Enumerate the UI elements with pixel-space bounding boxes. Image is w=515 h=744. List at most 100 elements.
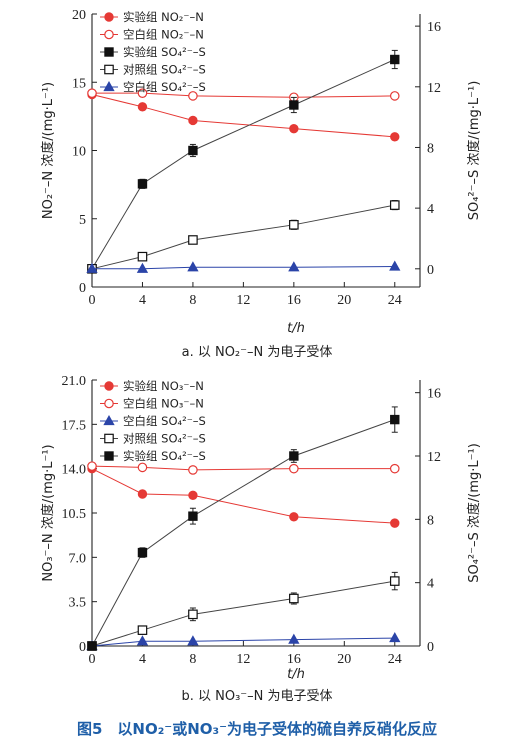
y-right-tick-label: 12 <box>427 450 441 465</box>
data-point <box>137 462 148 473</box>
legend-label: 空白组 NO₂⁻–N <box>123 28 204 42</box>
x-tick-label: 4 <box>139 652 146 667</box>
legend-marker <box>104 381 114 391</box>
series-4 <box>87 406 400 651</box>
y-right-tick-label: 4 <box>427 577 434 592</box>
series-0 <box>87 463 400 528</box>
y-left-tick-label: 0 <box>79 640 86 655</box>
panel-caption: a. 以 NO₂⁻–N 为电子受体 <box>182 345 333 360</box>
figure-caption: 图5 以NO₂⁻或NO₃⁻为电子受体的硫自养反硝化反应 <box>77 720 437 738</box>
data-point <box>289 451 299 461</box>
data-point <box>137 251 148 262</box>
legend-label: 对照组 SO₄²⁻–S <box>123 432 206 446</box>
legend-marker <box>104 29 114 40</box>
series-1 <box>87 88 400 103</box>
x-tick-label: 8 <box>189 293 196 308</box>
data-point <box>87 88 97 98</box>
data-point <box>86 262 98 273</box>
y-right-tick-label: 0 <box>427 263 434 278</box>
chart-panel-b: 0 4 8 12 16 20 24 0 3.5 7.0 10.5 14.0 17.5 21.0 0 4 8 12 1… <box>40 374 482 704</box>
y-left-tick-label: 21.0 <box>62 374 87 389</box>
data-point <box>188 490 198 500</box>
y-right-tick-label: 12 <box>427 81 441 96</box>
x-tick-label: 16 <box>287 293 301 308</box>
y-left-tick-label: 7.0 <box>69 551 87 566</box>
legend-marker <box>104 398 114 409</box>
legend-item: 实验组 NO₂⁻–N <box>100 10 204 24</box>
series-line <box>92 266 395 270</box>
y-left-tick-label: 0 <box>79 281 86 296</box>
data-point <box>289 100 299 110</box>
data-point <box>288 633 300 644</box>
data-point <box>188 609 198 620</box>
data-point <box>389 632 401 643</box>
x-tick-label: 16 <box>287 652 301 667</box>
legend-item: 空白组 NO₂⁻–N <box>100 28 204 42</box>
series-line <box>91 94 395 138</box>
legend-item: 实验组 SO₄²⁻–S <box>100 45 206 59</box>
data-point <box>137 179 148 189</box>
legend-item: 空白组 SO₄²⁻–S <box>100 80 206 94</box>
data-point <box>187 261 199 272</box>
y-left-tick-label: 3.5 <box>69 596 87 611</box>
data-point <box>389 200 400 210</box>
legend-label: 实验组 NO₂⁻–N <box>123 10 204 24</box>
legend-label: 空白组 SO₄²⁻–S <box>123 414 206 428</box>
legend-label: 实验组 SO₄²⁻–S <box>123 45 206 59</box>
data-point <box>188 235 198 245</box>
legend-item: 实验组 SO₄²⁻–S <box>100 449 206 463</box>
series-line <box>91 580 395 647</box>
chart-panel-a: 0 4 8 12 16 20 24 0 5 10 15 20 0 4 8 12 16 t/h NO₂⁻–N 浓度/(… <box>40 8 482 360</box>
legend-label: 空白组 NO₃⁻–N <box>123 397 204 411</box>
data-point <box>289 123 299 134</box>
legend-marker <box>103 414 115 426</box>
y-left-tick-label: 14.0 <box>62 463 87 478</box>
data-point <box>136 262 149 273</box>
y-right-tick-label: 16 <box>427 387 441 402</box>
series-line <box>91 204 395 270</box>
data-point <box>137 489 148 499</box>
legend-marker <box>103 80 115 92</box>
data-point <box>390 132 400 142</box>
x-tick-label: 12 <box>236 293 250 308</box>
series-line <box>91 465 395 471</box>
x-tick-label: 12 <box>236 652 250 667</box>
y-right-tick-label: 16 <box>427 20 441 35</box>
series-4 <box>86 260 401 273</box>
data-point <box>187 635 199 646</box>
series-3 <box>87 200 400 274</box>
y-left-tick-label: 5 <box>79 213 86 228</box>
legend-item: 实验组 NO₃⁻–N <box>100 379 204 393</box>
data-point <box>289 463 299 474</box>
x-tick-label: 24 <box>388 293 402 308</box>
data-point <box>390 414 400 425</box>
legend-marker <box>104 47 114 57</box>
y-left-tick-label: 10 <box>72 145 86 160</box>
data-point <box>188 511 198 521</box>
y-left-tick-label: 15 <box>72 76 86 91</box>
y-right-tick-label: 8 <box>427 141 434 156</box>
series-line <box>91 468 395 524</box>
x-tick-label: 20 <box>337 293 351 308</box>
x-tick-label: 20 <box>337 652 351 667</box>
x-tick-label: 24 <box>388 652 402 667</box>
legend-marker <box>104 64 114 75</box>
data-point <box>87 641 97 651</box>
legend-marker <box>104 451 114 461</box>
data-point <box>188 465 198 475</box>
data-point <box>389 576 400 586</box>
legend-item: 空白组 NO₃⁻–N <box>100 397 204 411</box>
data-point <box>137 625 148 635</box>
legend-label: 空白组 SO₄²⁻–S <box>123 80 206 94</box>
x-tick-label: 4 <box>139 293 146 308</box>
data-point <box>188 91 198 101</box>
y-axis-label-left: NO₂⁻–N 浓度/(mg·L⁻¹) <box>40 82 56 219</box>
legend-marker <box>104 12 114 22</box>
data-point <box>87 461 97 471</box>
series-0 <box>87 89 400 142</box>
data-point <box>288 261 300 272</box>
data-point <box>289 512 299 522</box>
x-axis-label: t/h <box>287 667 305 682</box>
data-point <box>289 220 299 230</box>
